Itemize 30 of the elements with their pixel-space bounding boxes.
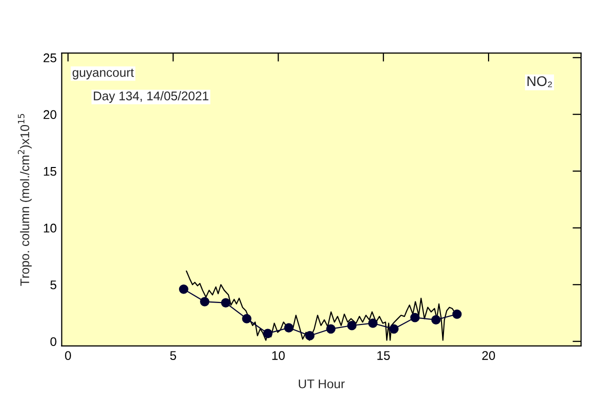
- point: [452, 309, 462, 319]
- point: [389, 324, 399, 334]
- point: [178, 284, 188, 294]
- y-tick-label: 15: [44, 167, 56, 176]
- point: [263, 328, 272, 338]
- point: [284, 323, 294, 332]
- y-tick-label: 5: [50, 280, 56, 290]
- x-tick-label: 20: [482, 351, 496, 360]
- point: [347, 320, 357, 330]
- point: [242, 314, 252, 324]
- y-tick-label: 0: [50, 337, 56, 346]
- point: [200, 296, 210, 306]
- annotation: Day 134, 14/05/2021: [94, 91, 208, 103]
- y-tick-label: 25: [44, 53, 56, 62]
- y-axis-title: Tropo. column (mol./cm$^{2}$)x10$^{15}$: [18, 114, 32, 286]
- y-tick-label: 10: [44, 224, 56, 233]
- x-tick-label: 0: [65, 351, 72, 360]
- point: [410, 312, 420, 322]
- point: [221, 298, 230, 308]
- x-tick-label: 5: [170, 351, 176, 360]
- point: [326, 324, 336, 334]
- annotation: NO₂: [528, 76, 552, 88]
- x-tick-label: 15: [377, 351, 390, 360]
- point: [431, 315, 441, 325]
- annotation: guyancourt: [72, 68, 134, 80]
- point: [305, 331, 315, 340]
- x-tick-label: 10: [272, 351, 285, 360]
- x-axis-title: UT Hour: [298, 380, 345, 388]
- point: [368, 318, 378, 328]
- y-tick-label: 20: [44, 110, 56, 120]
